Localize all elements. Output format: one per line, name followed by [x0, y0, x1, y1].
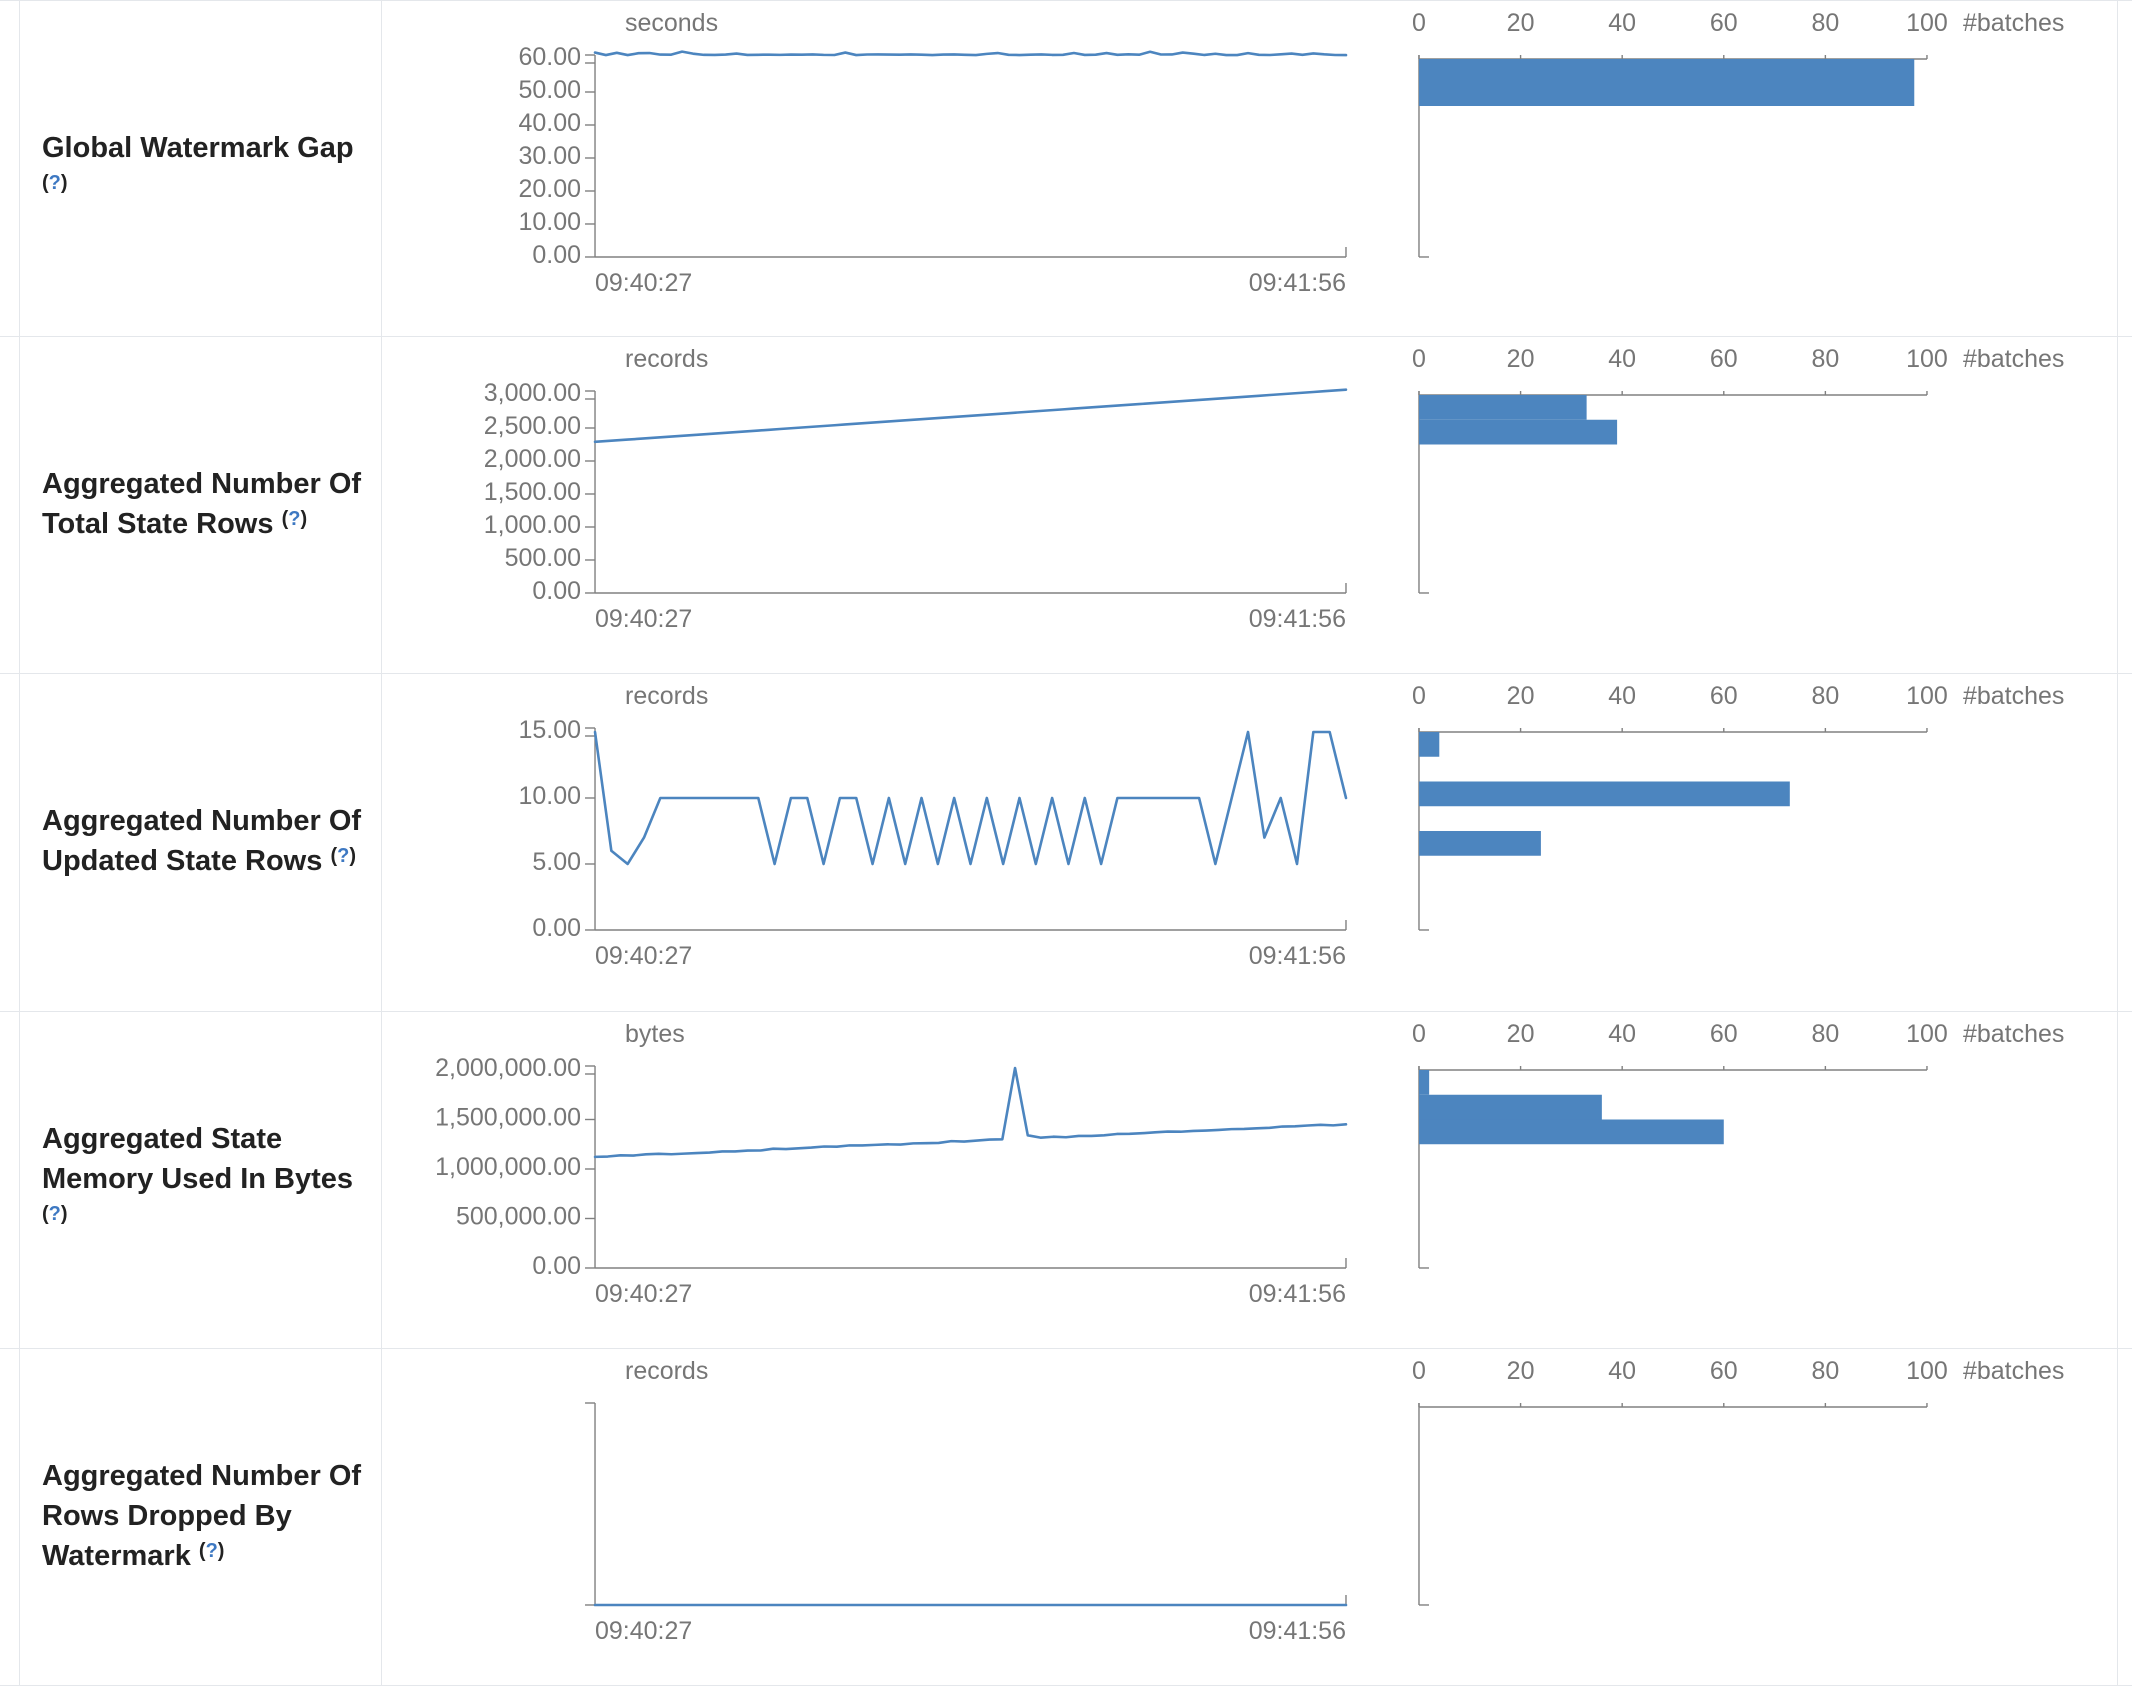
svg-text:1,500,000.00: 1,500,000.00 [435, 1103, 581, 1131]
svg-text:20: 20 [1507, 345, 1535, 373]
svg-text:0: 0 [1412, 1020, 1426, 1048]
svg-text:15.00: 15.00 [518, 716, 581, 744]
svg-text:60: 60 [1710, 9, 1738, 37]
svg-text:40.00: 40.00 [518, 109, 581, 137]
svg-text:80: 80 [1811, 9, 1839, 37]
svg-text:0: 0 [1412, 682, 1426, 710]
svg-text:2,000,000.00: 2,000,000.00 [435, 1054, 581, 1082]
svg-text:records: records [625, 1357, 708, 1385]
svg-text:#batches: #batches [1963, 345, 2064, 373]
svg-text:0: 0 [1412, 1357, 1426, 1385]
svg-text:80: 80 [1811, 345, 1839, 373]
svg-text:09:41:56: 09:41:56 [1249, 605, 1346, 633]
svg-text:#batches: #batches [1963, 682, 2064, 710]
svg-text:40: 40 [1608, 345, 1636, 373]
svg-text:#batches: #batches [1963, 1020, 2064, 1048]
svg-text:80: 80 [1811, 1357, 1839, 1385]
svg-text:40: 40 [1608, 1357, 1636, 1385]
svg-text:500,000.00: 500,000.00 [456, 1202, 581, 1230]
svg-text:09:40:27: 09:40:27 [595, 1280, 692, 1308]
svg-text:80: 80 [1811, 682, 1839, 710]
svg-text:0: 0 [1412, 345, 1426, 373]
svg-text:0: 0 [1412, 9, 1426, 37]
svg-text:1,000,000.00: 1,000,000.00 [435, 1153, 581, 1181]
svg-text:20: 20 [1507, 9, 1535, 37]
svg-text:20: 20 [1507, 1357, 1535, 1385]
svg-text:60: 60 [1710, 1020, 1738, 1048]
svg-text:09:40:27: 09:40:27 [595, 605, 692, 633]
svg-text:100: 100 [1906, 1357, 1948, 1385]
svg-text:3,000.00: 3,000.00 [484, 379, 581, 407]
svg-text:09:41:56: 09:41:56 [1249, 942, 1346, 970]
svg-text:30.00: 30.00 [518, 142, 581, 170]
svg-text:500.00: 500.00 [505, 544, 581, 572]
svg-text:09:40:27: 09:40:27 [595, 269, 692, 297]
svg-text:60: 60 [1710, 1357, 1738, 1385]
svg-text:09:41:56: 09:41:56 [1249, 1617, 1346, 1645]
svg-text:#batches: #batches [1963, 1357, 2064, 1385]
svg-text:1,500.00: 1,500.00 [484, 478, 581, 506]
svg-text:60.00: 60.00 [518, 43, 581, 71]
svg-text:100: 100 [1906, 9, 1948, 37]
svg-text:09:41:56: 09:41:56 [1249, 1280, 1346, 1308]
svg-text:80: 80 [1811, 1020, 1839, 1048]
svg-text:20.00: 20.00 [518, 175, 581, 203]
svg-text:100: 100 [1906, 682, 1948, 710]
svg-text:20: 20 [1507, 682, 1535, 710]
svg-text:60: 60 [1710, 682, 1738, 710]
svg-text:09:40:27: 09:40:27 [595, 942, 692, 970]
svg-text:records: records [625, 682, 708, 710]
svg-text:1,000.00: 1,000.00 [484, 511, 581, 539]
svg-text:2,500.00: 2,500.00 [484, 412, 581, 440]
svg-text:50.00: 50.00 [518, 76, 581, 104]
svg-text:seconds: seconds [625, 9, 718, 37]
svg-text:5.00: 5.00 [532, 848, 581, 876]
svg-text:0.00: 0.00 [532, 1252, 581, 1280]
svg-text:40: 40 [1608, 682, 1636, 710]
svg-text:40: 40 [1608, 1020, 1636, 1048]
svg-text:60: 60 [1710, 345, 1738, 373]
svg-text:#batches: #batches [1963, 9, 2064, 37]
svg-text:09:41:56: 09:41:56 [1249, 269, 1346, 297]
svg-text:100: 100 [1906, 1020, 1948, 1048]
svg-text:0.00: 0.00 [532, 241, 581, 269]
svg-text:09:40:27: 09:40:27 [595, 1617, 692, 1645]
svg-text:100: 100 [1906, 345, 1948, 373]
svg-text:40: 40 [1608, 9, 1636, 37]
svg-text:10.00: 10.00 [518, 208, 581, 236]
svg-text:2,000.00: 2,000.00 [484, 445, 581, 473]
svg-text:bytes: bytes [625, 1020, 685, 1048]
svg-text:10.00: 10.00 [518, 782, 581, 810]
svg-text:records: records [625, 345, 708, 373]
svg-text:0.00: 0.00 [532, 577, 581, 605]
svg-text:0.00: 0.00 [532, 914, 581, 942]
svg-text:20: 20 [1507, 1020, 1535, 1048]
